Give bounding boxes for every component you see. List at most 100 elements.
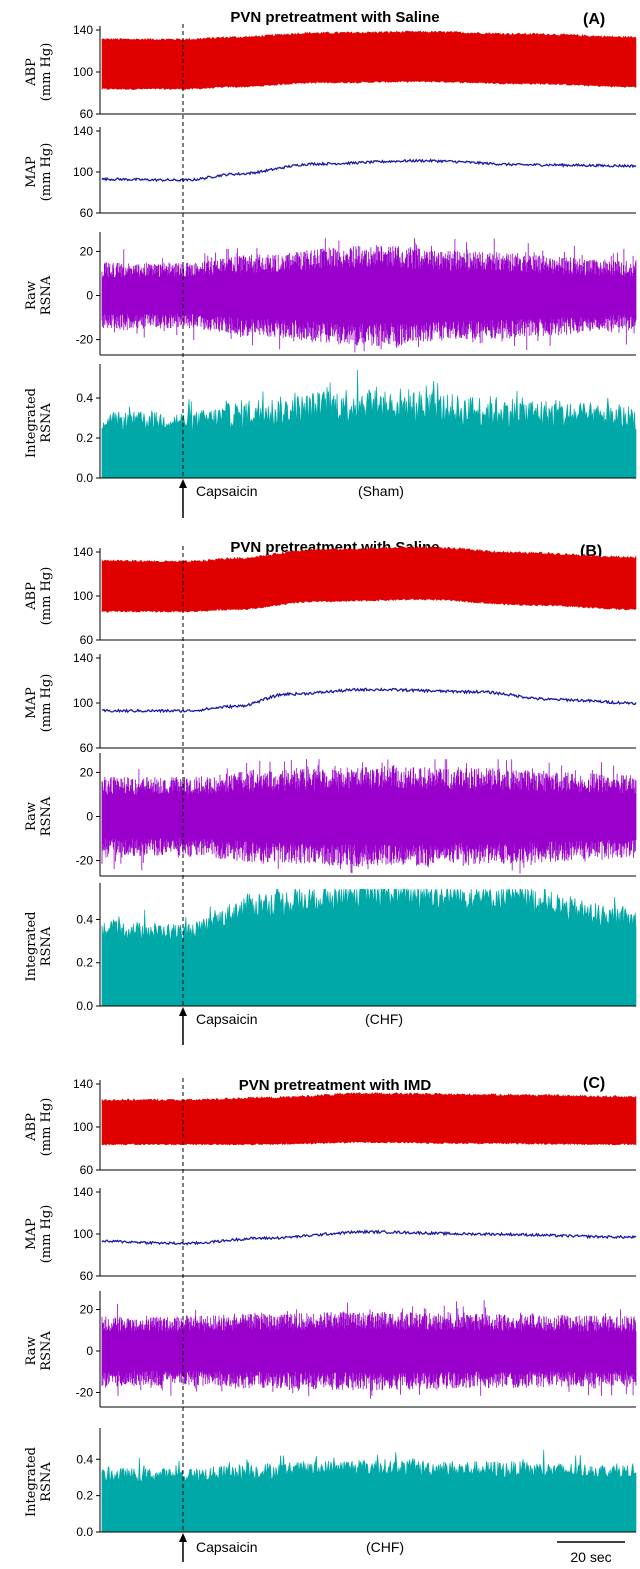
y-axis-label-line: (mm Hg) <box>39 674 54 733</box>
y-axis-label-line: MAP <box>24 687 39 719</box>
raw-rsna-signal <box>101 759 637 874</box>
y-tick-label: 0.0 <box>76 471 93 485</box>
y-tick-label: 60 <box>80 1269 94 1283</box>
y-axis-label-line: (mm Hg) <box>39 143 54 202</box>
y-tick-label: 60 <box>80 741 94 755</box>
trace-integrated-rsna: 0.0 0.2 0.4 IntegratedRSNA <box>24 364 637 485</box>
group-label: (Sham) <box>358 483 404 499</box>
y-axis-label: ABP(mm Hg) <box>24 43 54 102</box>
y-axis-label-line: RSNA <box>39 926 54 966</box>
trace-integrated-rsna: 0.0 0.2 0.4 IntegratedRSNA <box>24 1428 637 1539</box>
y-tick-label: 100 <box>73 65 93 79</box>
panel-letter: (A) <box>583 11 605 28</box>
panel-b: PVN pretreatment with Saline (B)60100140A… <box>24 539 637 1045</box>
y-axis-label-line: (mm Hg) <box>39 1205 54 1264</box>
event-label: Capsaicin <box>196 1539 257 1555</box>
y-tick-label: -20 <box>76 854 94 868</box>
y-tick-label: 140 <box>73 1077 93 1091</box>
y-tick-label: 0 <box>86 810 93 824</box>
y-axis-label-line: RSNA <box>39 1462 54 1502</box>
trace-integrated-rsna: 0.0 0.2 0.4 IntegratedRSNA <box>24 883 637 1013</box>
y-tick-label: 140 <box>73 545 93 559</box>
y-axis-label-line: RSNA <box>39 403 54 443</box>
capsaicin-arrow-head <box>179 1007 187 1016</box>
event-label: Capsaicin <box>196 483 257 499</box>
y-tick-label: 20 <box>80 765 94 779</box>
y-axis-label: RawRSNA <box>24 796 54 836</box>
y-tick-label: 140 <box>73 23 93 37</box>
y-tick-label: 0.2 <box>76 956 93 970</box>
y-tick-label: 140 <box>73 1185 93 1199</box>
y-tick-label: 0.0 <box>76 999 93 1013</box>
y-axis-label-line: MAP <box>24 1218 39 1250</box>
y-tick-label: 0.0 <box>76 1525 93 1539</box>
y-tick-label: 100 <box>73 589 93 603</box>
y-axis-label: IntegratedRSNA <box>24 1447 54 1517</box>
y-tick-label: 0.2 <box>76 1489 93 1503</box>
y-axis-label-line: ABP <box>24 582 39 611</box>
capsaicin-arrow-head <box>179 1533 187 1542</box>
y-tick-label: 100 <box>73 1227 93 1241</box>
y-axis-label: MAP(mm Hg) <box>24 674 54 733</box>
map-line <box>101 1229 637 1246</box>
y-axis-label: IntegratedRSNA <box>24 388 54 458</box>
y-axis-label-line: Raw <box>24 1337 39 1366</box>
y-tick-label: 0.4 <box>76 391 93 405</box>
y-tick-label: 0 <box>86 1344 93 1358</box>
panel-title: PVN pretreatment with Saline <box>230 9 439 26</box>
y-tick-label: 60 <box>80 1163 94 1177</box>
y-axis-label-line: (mm Hg) <box>39 43 54 102</box>
map-line <box>101 687 637 714</box>
y-axis-label-line: (mm Hg) <box>39 567 54 626</box>
y-tick-label: 100 <box>73 696 93 710</box>
y-tick-label: 0.4 <box>76 912 93 926</box>
y-axis-label-line: MAP <box>24 156 39 188</box>
integrated-rsna-area <box>101 369 637 479</box>
y-tick-label: 140 <box>73 651 93 665</box>
abp-band <box>101 30 637 91</box>
abp-band <box>101 1091 637 1146</box>
y-axis-label-line: RSNA <box>39 275 54 315</box>
raw-rsna-signal <box>101 238 637 353</box>
trace-abp: 60 100 140 ABP(mm Hg) <box>24 545 637 647</box>
y-axis-label-line: Integrated <box>24 912 39 982</box>
abp-band <box>101 545 637 613</box>
integrated-rsna-area <box>101 1449 637 1533</box>
panel-letter: (C) <box>583 1075 605 1092</box>
trace-map: 60 100 140 MAP(mm Hg) <box>24 651 637 755</box>
capsaicin-arrow-head <box>179 479 187 488</box>
y-tick-label: 60 <box>80 206 94 220</box>
group-label: (CHF) <box>366 1539 404 1555</box>
y-axis-label-line: RSNA <box>39 1331 54 1371</box>
y-axis-label: ABP(mm Hg) <box>24 567 54 626</box>
y-tick-label: 60 <box>80 633 94 647</box>
y-tick-label: 140 <box>73 124 93 138</box>
y-tick-label: 0.4 <box>76 1452 93 1466</box>
panel-c: PVN pretreatment with IMD (C)60100140ABP(… <box>24 1075 637 1562</box>
y-tick-label: -20 <box>76 333 94 347</box>
y-axis-label-line: ABP <box>24 58 39 87</box>
y-axis-label-line: Integrated <box>24 388 39 458</box>
trace-abp: 60 100 140 ABP(mm Hg) <box>24 1077 637 1177</box>
trace-raw-rsna: -20 0 20 RawRSNA <box>24 232 637 356</box>
trace-abp: 60 100 140 ABP(mm Hg) <box>24 23 637 121</box>
y-tick-label: 0 <box>86 289 93 303</box>
y-tick-label: 20 <box>80 244 94 258</box>
y-axis-label: ABP(mm Hg) <box>24 1098 54 1157</box>
y-tick-label: -20 <box>76 1385 94 1399</box>
panel-a: PVN pretreatment with Saline (A) 60 100 140 A… <box>24 9 637 518</box>
y-axis-label-line: Integrated <box>24 1447 39 1517</box>
time-scale-label: 20 sec <box>570 1549 611 1565</box>
y-axis-label-line: (mm Hg) <box>39 1098 54 1157</box>
raw-rsna-signal <box>101 1300 637 1399</box>
y-tick-label: 100 <box>73 165 93 179</box>
y-tick-label: 20 <box>80 1303 94 1317</box>
y-tick-label: 60 <box>80 107 94 121</box>
y-axis-label: RawRSNA <box>24 1331 54 1371</box>
group-label: (CHF) <box>365 1011 403 1027</box>
trace-map: 60 100 140 MAP(mm Hg) <box>24 1185 637 1283</box>
trace-raw-rsna: -20 0 20 RawRSNA <box>24 753 637 877</box>
y-axis-label: MAP(mm Hg) <box>24 1205 54 1264</box>
trace-map: 60 100 140 MAP(mm Hg) <box>24 124 637 220</box>
